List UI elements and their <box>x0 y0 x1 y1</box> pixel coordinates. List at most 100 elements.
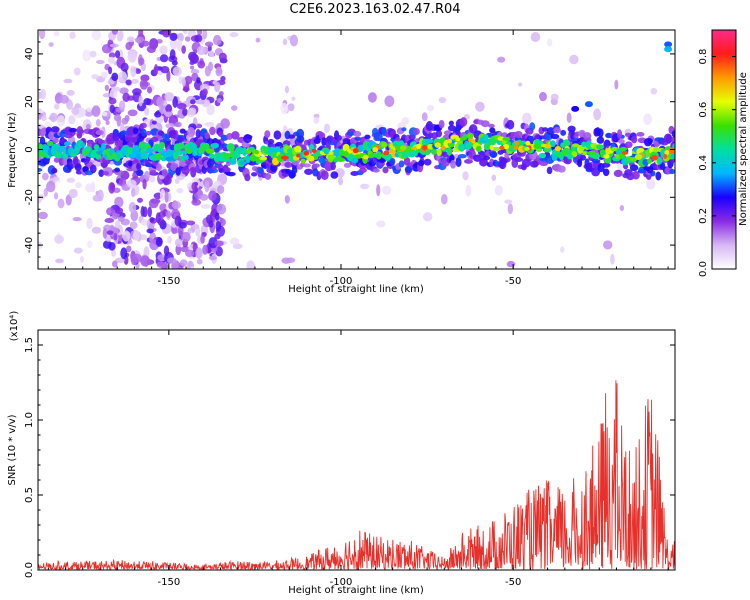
spectrogram-speckle <box>176 39 182 52</box>
spectrogram-speckle <box>140 205 145 218</box>
spectrogram-ridge-core <box>211 142 219 149</box>
spectrogram-ridge-core <box>670 153 675 159</box>
spectrogram-speckle <box>217 97 222 103</box>
snr-y-ticks: 0.0 0.5 1.0 1.5 <box>24 337 675 578</box>
spectrogram-speckle <box>208 50 215 58</box>
spectrogram-speckle <box>384 95 395 107</box>
spectrogram-speckle <box>108 52 116 59</box>
spectrogram-ridge-halo <box>97 139 107 145</box>
colorbar-label: Normalized spectral amplitude <box>738 72 749 226</box>
spectrogram-ridge-halo <box>398 160 405 168</box>
spectrogram-speckle <box>106 207 115 216</box>
spectrogram-ridge-core <box>466 132 474 140</box>
spectrogram-ridge-peak <box>533 143 541 150</box>
snr-y-label: SNR (10 * v/v) <box>7 414 18 485</box>
snr-panel: -150 -100 -50 0.0 0.5 1.0 1.5 Height of strai… <box>7 311 676 596</box>
spectrogram-ridge-halo <box>382 166 389 174</box>
spectrogram-speckle <box>116 31 124 42</box>
spectrogram-ridge-core <box>597 144 605 150</box>
spectrogram-speckle <box>506 260 516 268</box>
spectrogram-speckle <box>125 79 132 86</box>
spectrogram-speckle <box>187 126 196 138</box>
spectrogram-ridge-core <box>502 136 511 142</box>
spectrogram-ridge-halo <box>149 170 157 175</box>
spectrogram-speckle <box>140 255 151 267</box>
spectrogram-ridge-halo <box>372 168 380 173</box>
spectrogram-speckle <box>57 198 65 209</box>
spectrogram-speckle <box>148 198 159 209</box>
spectrogram-ridge-peak <box>544 143 552 149</box>
spectrogram-ridge-halo <box>264 172 272 180</box>
spectrogram-ridge-core <box>351 157 359 164</box>
spectrogram-speckle <box>49 112 58 123</box>
spectrogram-speckle <box>165 104 173 113</box>
spectrogram-speckle <box>128 202 137 213</box>
spectrogram-speckle <box>196 77 201 84</box>
spectrogram-ridge-halo <box>438 119 445 129</box>
spectrogram-ridge-halo <box>353 130 362 138</box>
spectrogram-speckle <box>291 96 296 101</box>
spectrogram-speckle <box>53 103 60 110</box>
spectrogram-ridge-halo <box>373 131 383 142</box>
spectrogram-speckle <box>159 188 166 201</box>
spectrogram-ridge-halo <box>98 169 105 177</box>
spectrogram-speckle <box>323 123 331 134</box>
spectrogram-speckle <box>201 88 208 96</box>
spectrogram-ridge-peak <box>280 155 289 160</box>
spectrogram-speckle <box>85 183 94 193</box>
spectrogram-speckle <box>151 120 157 125</box>
spectrogram-speckle <box>204 122 215 127</box>
spectrogram-speckle <box>138 30 144 38</box>
spectrogram-speckle <box>140 122 147 129</box>
spectrogram-speckle <box>507 203 513 215</box>
spectrogram-ridge-core <box>436 148 442 157</box>
spectrogram-ridge-halo <box>150 136 159 143</box>
spectrogram-speckle <box>539 91 547 102</box>
spectrogram-ridge-halo <box>273 130 282 140</box>
spectrogram-speckle <box>138 95 143 107</box>
spectrogram-ridge-halo <box>89 164 97 174</box>
spectrogram-ridge-core <box>562 139 571 147</box>
spectrogram-speckle <box>614 79 619 90</box>
spectrogram-ridge-peak <box>434 142 441 148</box>
spectrogram-speckle <box>475 101 485 112</box>
spectrogram-speckle <box>138 57 145 65</box>
spectrogram-ridge-halo <box>435 129 443 138</box>
spectrogram-ridge-halo <box>546 127 556 136</box>
spectrogram-ridge-halo <box>457 154 467 159</box>
spectrogram-speckle <box>185 220 196 226</box>
spectrogram-speckle <box>195 99 206 105</box>
spectrogram-speckle <box>91 105 101 117</box>
spectrogram-speckle <box>215 220 222 232</box>
spectrogram-ridge-peak <box>525 140 531 146</box>
spectrogram-speckle <box>376 220 386 228</box>
spectrogram-ridge-halo <box>632 170 640 180</box>
spectrogram-speckle <box>212 34 222 46</box>
spectrogram-speckle <box>77 107 87 118</box>
spectrogram-speckle <box>171 226 178 235</box>
spectrogram-speckle <box>199 193 209 201</box>
spectrogram-ridge-core <box>245 155 251 164</box>
spectrogram-speckle <box>130 255 138 266</box>
spectrogram-ridge-core <box>158 141 166 149</box>
spectrogram-ridge-core <box>177 142 185 150</box>
spectrogram-speckle <box>208 61 214 72</box>
colorbar-tick-label: 0.6 <box>698 102 709 118</box>
spectrogram-ridge-core <box>181 150 188 155</box>
spectrogram-speckle <box>75 182 82 189</box>
spectrogram-speckle <box>116 116 122 127</box>
spectrogram-ridge-halo <box>488 123 495 128</box>
spectrogram-ridge-halo <box>624 141 633 149</box>
spectrogram-speckle <box>147 206 152 218</box>
spectrogram-speckle <box>155 237 163 247</box>
spectrogram-ridge-core <box>376 151 382 160</box>
spectrogram-speckle <box>157 254 167 262</box>
spectrogram-ridge-halo <box>670 136 675 144</box>
spectrogram-ridge-halo <box>346 131 355 136</box>
spectrogram-speckle <box>216 184 225 194</box>
spectrogram-ridge-halo <box>591 159 601 164</box>
snr-y-tick-label: 0.5 <box>24 487 35 503</box>
spectrogram-ridge-peak <box>663 154 668 160</box>
spectrogram-speckle <box>66 99 74 110</box>
spectrogram-ridge-peak <box>388 148 394 154</box>
